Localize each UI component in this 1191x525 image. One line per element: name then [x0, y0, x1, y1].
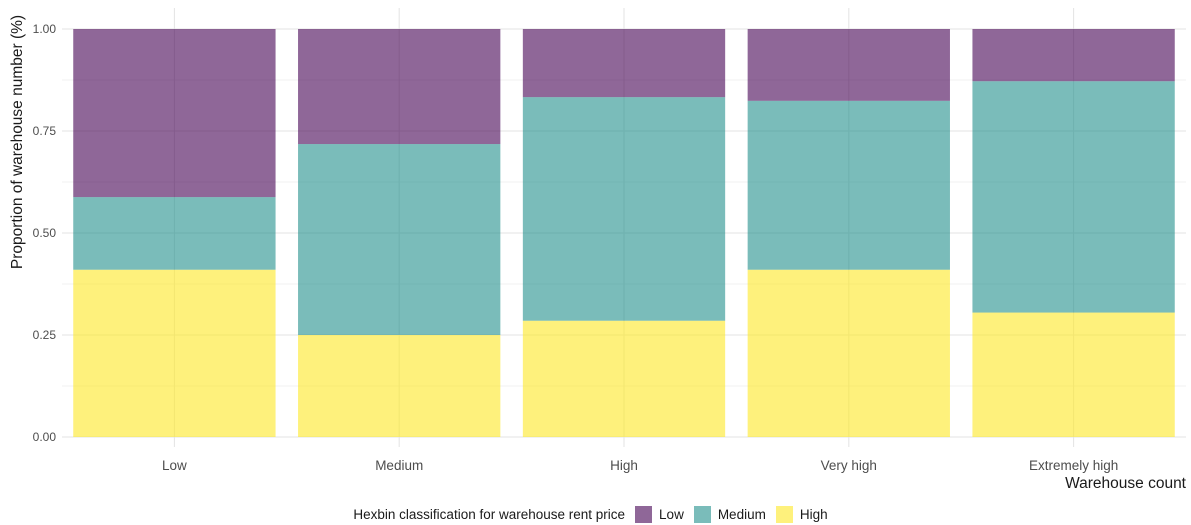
bar-segment-low-very-high — [747, 29, 950, 101]
legend-key-high — [775, 505, 793, 523]
x-axis-title: Warehouse count — [1065, 475, 1187, 492]
y-axis-ticks: 0.00 0.25 0.50 0.75 1.00 — [33, 22, 57, 444]
stacked-bar-chart: 0.00 0.25 0.50 0.75 1.00 Low Medium High Very h… — [9, 8, 1187, 492]
y-axis-title: Proportion of warehouse number (%) — [9, 15, 26, 269]
legend-item-medium: Medium — [693, 505, 766, 523]
bar-segment-high-extremely-high — [972, 312, 1175, 437]
bar-segment-medium-low — [73, 197, 276, 270]
bar-segment-low-low — [73, 29, 276, 198]
bar-segment-high-very-high — [747, 269, 950, 437]
legend: Hexbin classification for warehouse rent… — [0, 503, 1191, 525]
bar-segment-low-medium — [298, 29, 501, 145]
y-tick-label: 0.75 — [33, 124, 57, 138]
bar-segment-low-extremely-high — [972, 29, 1175, 82]
bar-segment-medium-extremely-high — [972, 81, 1175, 313]
legend-label-low: Low — [659, 506, 684, 522]
bar-segment-high-low — [73, 269, 276, 437]
bar-segment-high-high — [522, 320, 726, 437]
x-tick-label: High — [610, 458, 638, 473]
x-tick-label: Extremely high — [1029, 458, 1118, 473]
x-tick-label: Low — [162, 458, 187, 473]
x-tick-label: Medium — [375, 458, 423, 473]
y-tick-label: 1.00 — [33, 22, 57, 36]
y-tick-label: 0.25 — [33, 328, 57, 342]
x-tick-label: Very high — [821, 458, 877, 473]
legend-item-low: Low — [635, 505, 684, 523]
y-tick-label: 0.00 — [33, 430, 57, 444]
x-axis-ticks: Low Medium High Very high Extremely high — [162, 458, 1118, 473]
legend-label-high: High — [799, 506, 828, 522]
bar-segment-medium-high — [522, 97, 726, 321]
bar-segment-medium-very-high — [747, 100, 950, 270]
legend-item-high: High — [775, 505, 828, 523]
legend-key-medium — [693, 505, 711, 523]
y-tick-label: 0.50 — [33, 226, 57, 240]
legend-key-low — [635, 505, 653, 523]
bars — [73, 29, 1175, 437]
legend-label-medium: Medium — [717, 506, 766, 522]
bar-segment-low-high — [522, 29, 726, 98]
bar-segment-high-medium — [298, 335, 501, 437]
legend-title: Hexbin classification for warehouse rent… — [353, 506, 626, 522]
bar-segment-medium-medium — [298, 144, 501, 335]
